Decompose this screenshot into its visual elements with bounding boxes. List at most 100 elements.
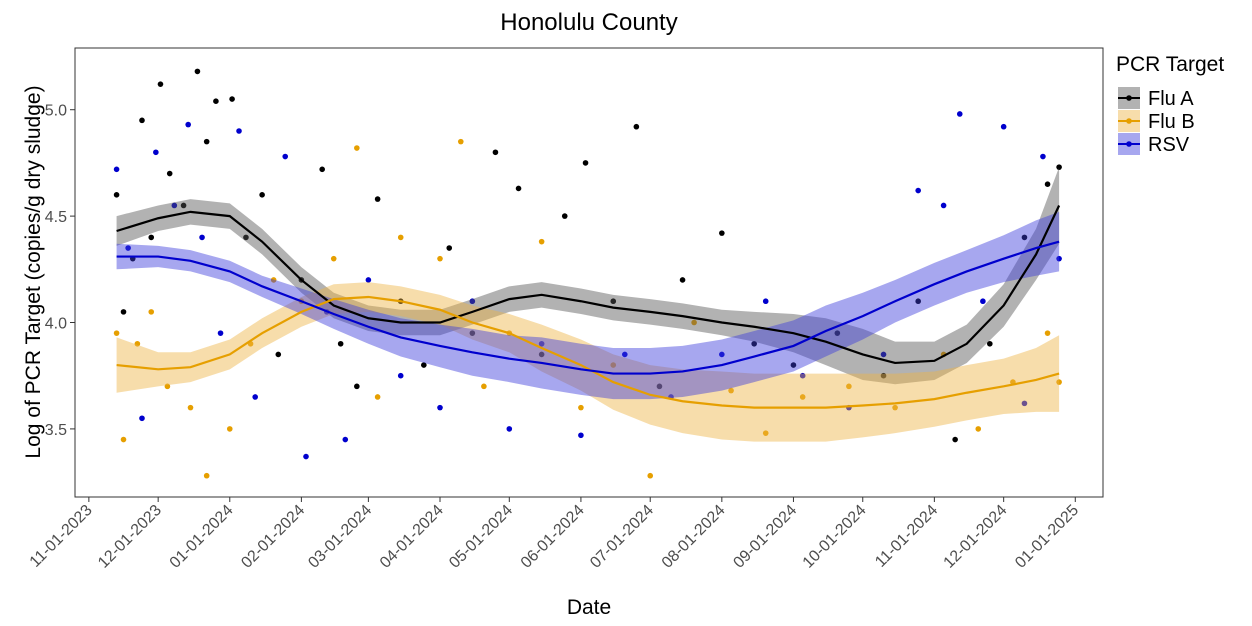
data-point <box>578 432 584 439</box>
data-point <box>217 330 224 336</box>
data-point <box>1000 123 1007 130</box>
data-point <box>762 430 769 436</box>
data-point <box>421 362 427 368</box>
data-point <box>148 309 155 315</box>
data-point <box>980 298 986 305</box>
x-axis-title: Date <box>567 596 611 619</box>
data-point <box>374 394 381 400</box>
data-point <box>561 213 568 219</box>
data-point <box>538 340 545 347</box>
data-point <box>354 145 360 151</box>
data-point <box>157 81 164 87</box>
data-point <box>365 277 372 283</box>
legend-label: RSV <box>1148 134 1190 156</box>
data-point <box>166 170 173 177</box>
data-point <box>199 234 205 241</box>
data-point <box>139 117 145 124</box>
y-axis-title: Log of PCR Target (copies/g dry sludge) <box>22 85 45 458</box>
data-point <box>799 394 806 400</box>
data-point <box>728 387 734 394</box>
confidence-band <box>116 167 1060 385</box>
data-point <box>880 372 887 379</box>
data-point <box>751 340 757 347</box>
data-point <box>203 472 210 479</box>
data-point <box>243 234 249 241</box>
y-tick-label: 4.5 <box>45 209 67 226</box>
data-point <box>719 351 725 358</box>
data-point <box>1044 330 1051 336</box>
data-point <box>515 185 522 192</box>
data-point <box>987 340 993 347</box>
data-point <box>578 404 584 411</box>
data-point <box>1056 255 1062 262</box>
data-point <box>790 362 797 368</box>
data-point <box>469 330 476 336</box>
y-tick-label: 5.0 <box>45 103 67 120</box>
data-point <box>164 383 171 390</box>
legend-label: Flu B <box>1148 111 1195 133</box>
fit-line <box>116 240 1060 375</box>
data-point <box>538 351 545 358</box>
data-point <box>846 383 852 390</box>
plot-border <box>74 47 1104 498</box>
data-point <box>622 351 628 358</box>
data-point <box>582 160 589 166</box>
data-point <box>647 472 654 479</box>
data-point <box>1040 153 1046 160</box>
data-point <box>113 330 120 336</box>
data-point <box>834 330 841 336</box>
data-point <box>437 255 443 262</box>
legend-title: PCR Target <box>1116 53 1224 76</box>
data-point <box>506 426 513 432</box>
legend-label: Flu A <box>1148 88 1194 110</box>
fit-line <box>116 295 1060 409</box>
data-point <box>194 68 201 75</box>
data-point <box>915 298 921 305</box>
legend-key-dot <box>1126 141 1132 147</box>
data-point <box>203 138 210 145</box>
data-point <box>915 187 921 194</box>
data-point <box>134 340 141 347</box>
data-point <box>236 128 242 134</box>
data-point <box>275 351 282 358</box>
data-point <box>303 453 309 460</box>
data-point <box>956 111 963 117</box>
data-point <box>679 277 686 283</box>
data-point <box>656 383 663 390</box>
chart-title: Honolulu County <box>500 9 677 36</box>
data-point <box>252 394 258 400</box>
data-point <box>187 404 194 411</box>
data-point <box>139 415 145 422</box>
data-point <box>892 404 898 411</box>
data-point <box>113 166 120 173</box>
legend-key-dot <box>1126 95 1132 101</box>
data-point <box>259 192 265 198</box>
data-point <box>120 436 127 443</box>
data-point <box>113 192 120 198</box>
legend-key-dot <box>1126 118 1132 124</box>
data-point <box>282 153 289 160</box>
data-point <box>691 319 697 326</box>
data-point <box>319 166 325 173</box>
data-point <box>538 238 545 245</box>
data-point <box>342 436 349 443</box>
data-point <box>481 383 487 390</box>
data-point <box>213 98 219 104</box>
data-point <box>120 309 127 315</box>
data-point <box>469 298 476 305</box>
data-point <box>397 372 404 379</box>
data-point <box>633 123 640 130</box>
data-point <box>1056 379 1062 385</box>
data-point <box>719 230 725 236</box>
data-point <box>148 234 155 241</box>
data-point <box>125 245 131 251</box>
data-point <box>185 121 191 128</box>
data-point <box>437 404 443 411</box>
confidence-band <box>116 211 1060 400</box>
data-point <box>1056 164 1062 170</box>
data-point <box>397 234 404 241</box>
data-point <box>492 149 499 156</box>
